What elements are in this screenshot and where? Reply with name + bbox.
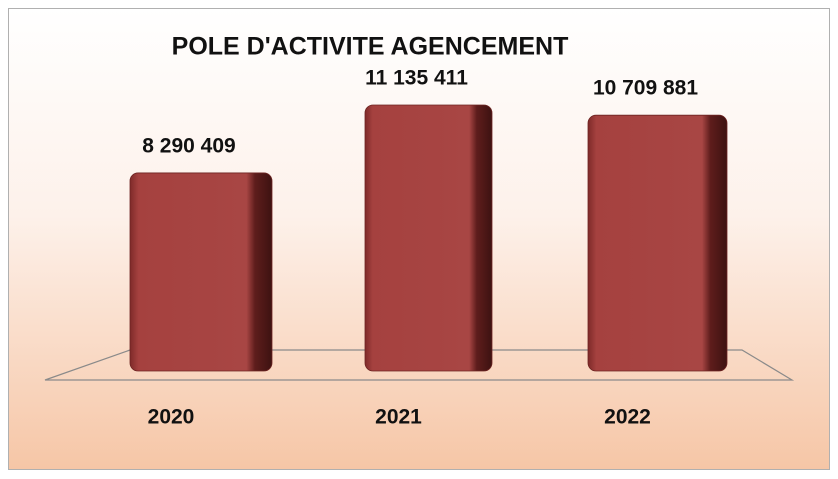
x-tick-label: 2021 — [375, 406, 422, 429]
data-label: 11 135 411 — [365, 67, 468, 90]
bar — [129, 172, 273, 372]
floor — [44, 349, 795, 381]
data-label: 10 709 881 — [593, 77, 698, 100]
x-tick-label: 2022 — [604, 406, 651, 429]
x-tick-label: 2020 — [148, 406, 195, 429]
bar — [587, 114, 728, 372]
bar — [364, 104, 493, 372]
chart-title: POLE D'ACTIVITE AGENCEMENT — [172, 33, 569, 61]
data-label: 8 290 409 — [142, 135, 235, 158]
